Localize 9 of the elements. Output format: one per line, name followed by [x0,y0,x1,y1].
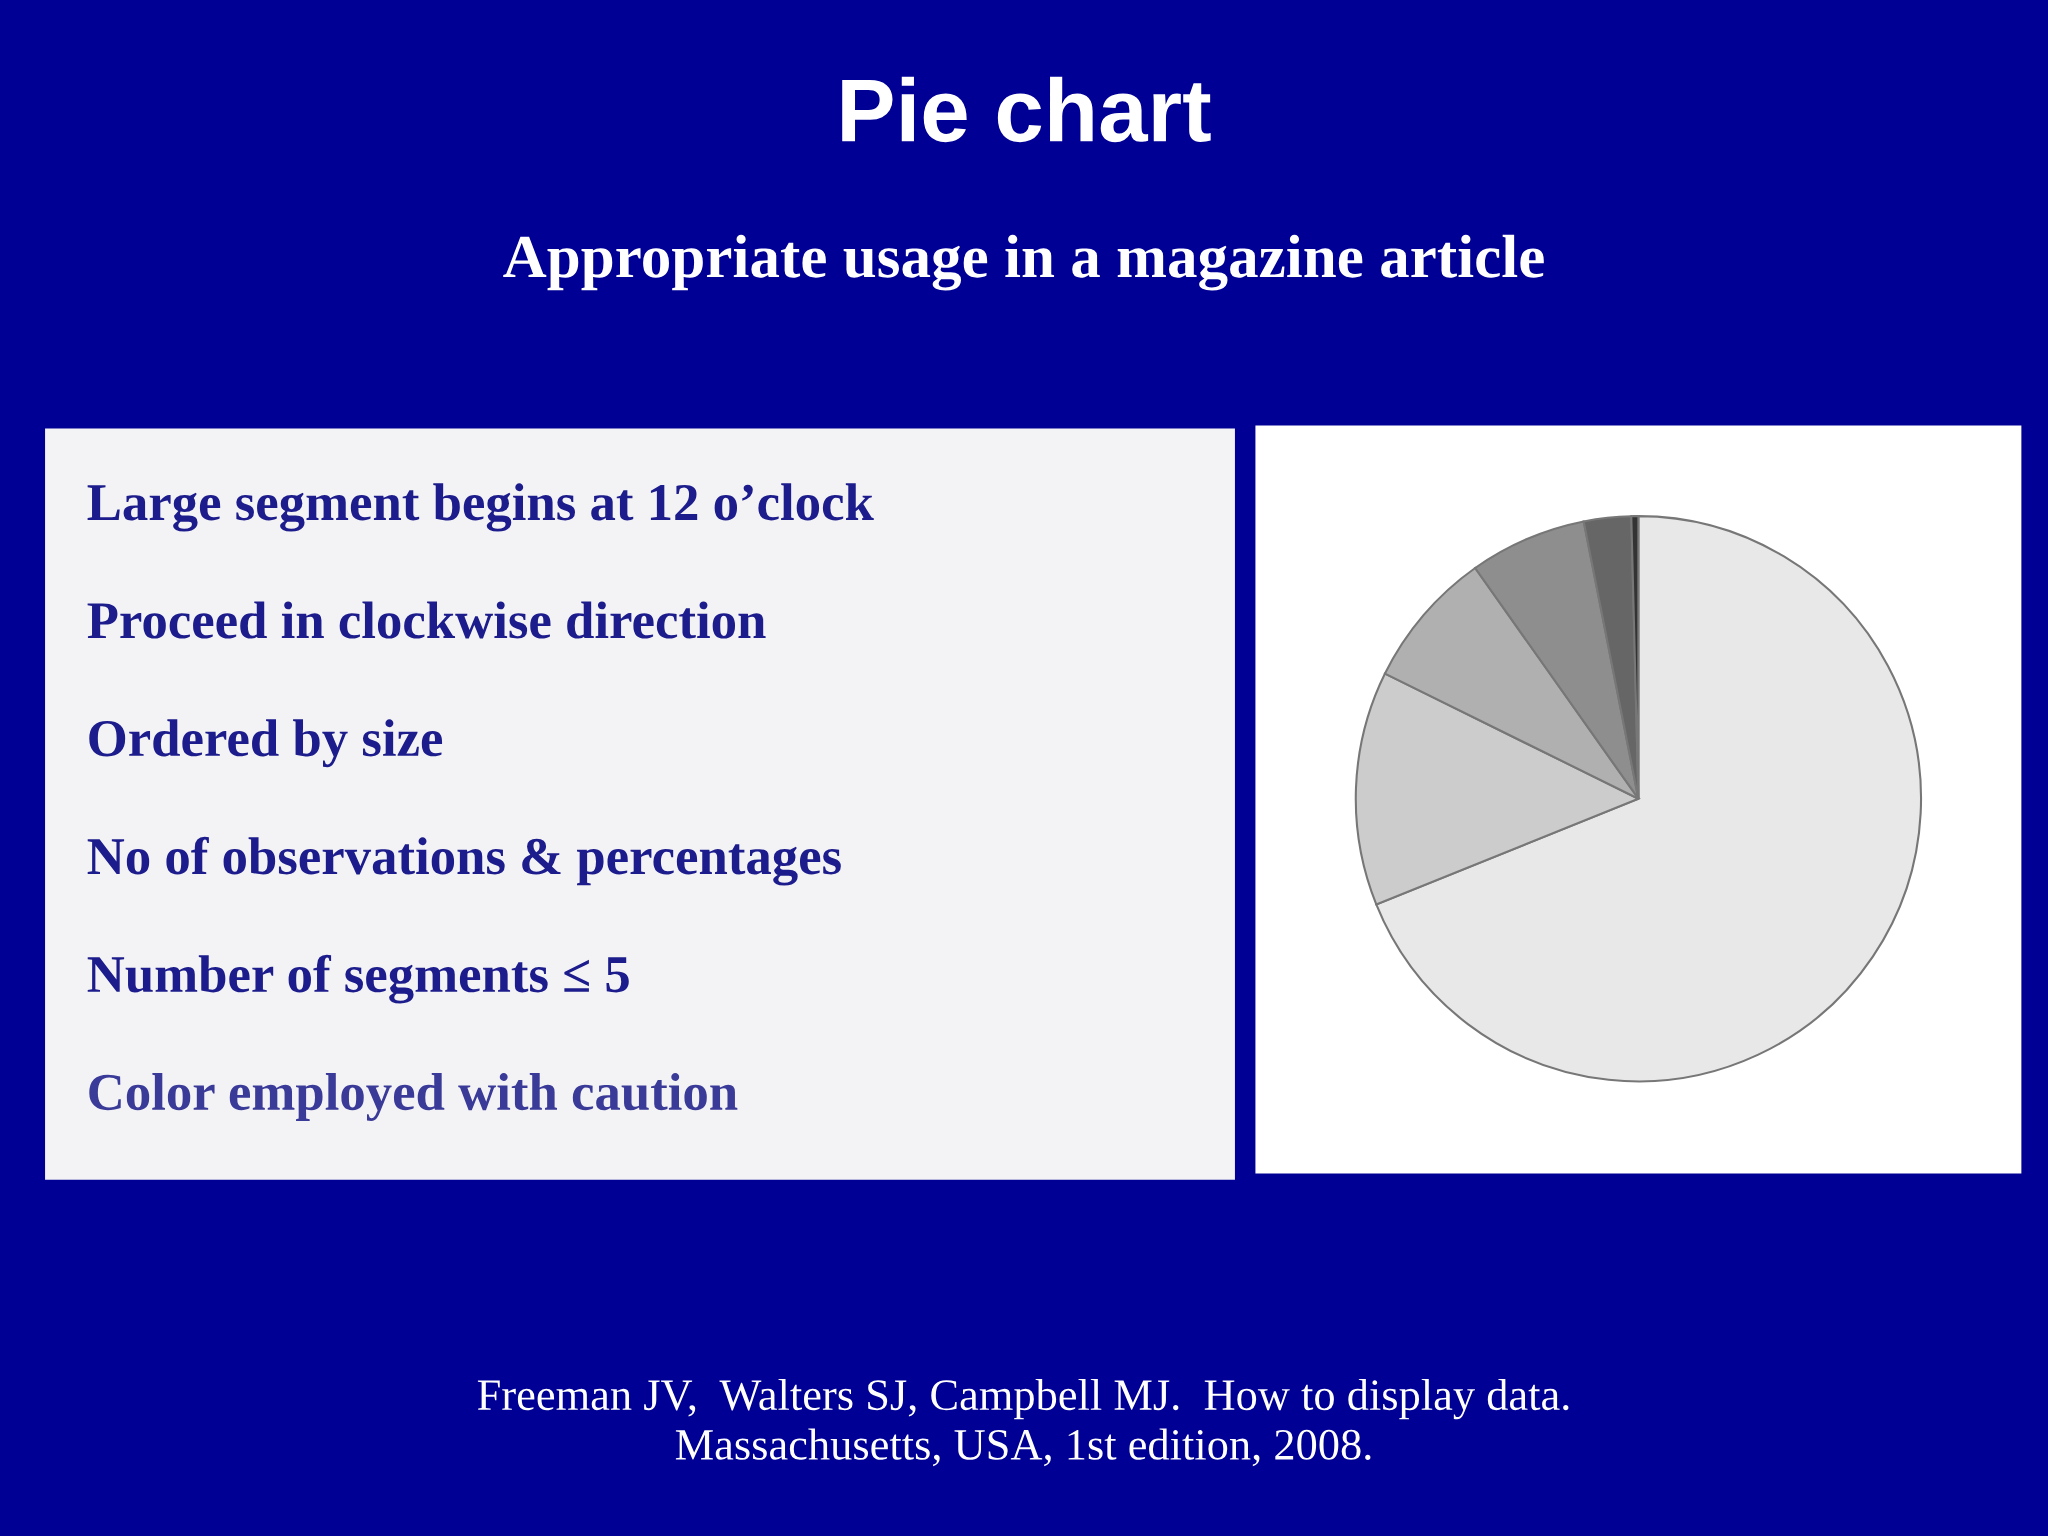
text: Number of segments ≤ 5 [87,954,629,1004]
chart-title: Pie chart [842,76,1211,143]
text: Ordered by size [89,719,443,768]
text: Large segment begins at 12 o’clock [87,483,874,532]
text: Freeman JV, Walters SJ, Campbell MJ. How to display data. Massachusetts, USA, 1st edition, 2008. [477,1378,1569,1467]
chart-subtitle: Appropriate usage in a magazine article [503,234,1544,291]
text: No of observations & percentages [87,836,841,886]
text: Color employed with caution [89,1073,738,1122]
text: Proceed in clockwise direction [87,601,766,639]
